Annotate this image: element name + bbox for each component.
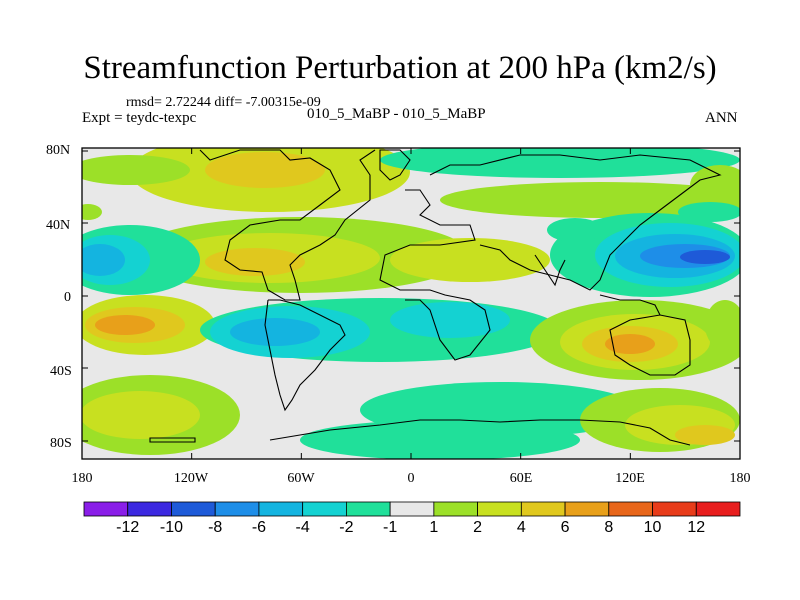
colorbar-label: 10 (644, 519, 662, 536)
lon-label-180w: 180 (72, 471, 93, 486)
coastline-europe-africa (379, 189, 491, 361)
coastline-australia (609, 314, 691, 376)
lon-label-120w: 120W (174, 471, 209, 486)
contour-region (95, 315, 155, 335)
colorbar-label: -12 (116, 519, 139, 536)
colorbar-label: 4 (517, 519, 526, 536)
contour-region (82, 155, 190, 185)
colorbar-label: 12 (687, 519, 705, 536)
colorbar-labels: -12 -10 -8 -6 -4 -2 -1 1 2 4 6 8 10 12 (116, 519, 705, 536)
colorbar-label: -2 (339, 519, 353, 536)
colorbar-swatch (608, 501, 653, 517)
coastline-indonesia (599, 294, 661, 316)
rmsd-diff-stats: rmsd= 2.72244 diff= -7.00315e-09 (126, 95, 321, 110)
lon-label-120e: 120E (615, 471, 645, 486)
colorbar-swatch (83, 501, 129, 517)
lat-label-80s: 80S (50, 436, 72, 451)
colorbar-swatch (258, 501, 304, 517)
colorbar-label: 8 (604, 519, 613, 536)
lat-label-40n: 40N (46, 218, 70, 233)
lon-label-180e: 180 (730, 471, 751, 486)
map-ticks (81, 148, 741, 459)
contour-region (680, 250, 730, 264)
contour-region (82, 391, 200, 439)
chart-title: Streamfunction Perturbation at 200 hPa (… (83, 50, 717, 86)
colorbar-swatch (652, 501, 697, 517)
colorbar-swatch (564, 501, 610, 517)
colorbar-label: 1 (429, 519, 438, 536)
experiment-label: Expt = teydc-texpc (82, 110, 197, 126)
coastline-south-america (264, 299, 346, 412)
contour-region (82, 204, 102, 220)
lon-label-60e: 60E (510, 471, 533, 486)
contour-region (390, 302, 510, 338)
coastline-eurasia (429, 154, 722, 291)
colorbar-label: -10 (160, 519, 183, 536)
colorbar-swatch (214, 501, 260, 517)
colorbar-swatch (171, 501, 216, 517)
contour-region (605, 334, 655, 354)
colorbar-swatch (302, 501, 347, 517)
contour-region (705, 300, 740, 350)
contour-region (675, 425, 735, 445)
coastline-greenland (379, 149, 411, 181)
colorbar-swatch (520, 501, 566, 517)
lat-label-equator: 0 (64, 290, 71, 305)
contour-region (300, 420, 580, 459)
contour-region (440, 182, 740, 218)
coastlines (149, 149, 722, 446)
colorbar-label: -1 (383, 519, 397, 536)
case-label: 010_5_MaBP - 010_5_MaBP (307, 106, 486, 122)
colorbar-label: -8 (208, 519, 222, 536)
colorbar-label: -6 (252, 519, 266, 536)
colorbar-label: 6 (561, 519, 570, 536)
contour-region (690, 165, 740, 205)
colorbar-swatch (477, 501, 522, 517)
colorbar-label: 2 (473, 519, 482, 536)
lat-label-80n: 80N (46, 143, 70, 158)
colorbar-swatch (389, 501, 435, 517)
lon-label-60w: 60W (287, 471, 315, 486)
coastline-north-america (199, 149, 376, 301)
contour-region (205, 152, 325, 188)
contour-region (547, 218, 603, 242)
contour-region (390, 238, 550, 282)
colorbar-swatch (695, 501, 741, 517)
lon-label-0: 0 (408, 471, 415, 486)
colorbar-swatch (345, 501, 391, 517)
colorbar-boxes (83, 501, 741, 517)
colorbar-swatch (127, 501, 172, 517)
colorbar-swatch (433, 501, 479, 517)
contour-region (205, 248, 305, 276)
season-label: ANN (705, 110, 738, 126)
contour-region (82, 244, 125, 276)
contour-region (230, 318, 320, 346)
colorbar-label: -4 (296, 519, 310, 536)
lat-label-40s: 40S (50, 364, 72, 379)
contour-region (678, 202, 740, 222)
coastline-antarctica (149, 419, 691, 446)
coastline-india (534, 254, 566, 287)
